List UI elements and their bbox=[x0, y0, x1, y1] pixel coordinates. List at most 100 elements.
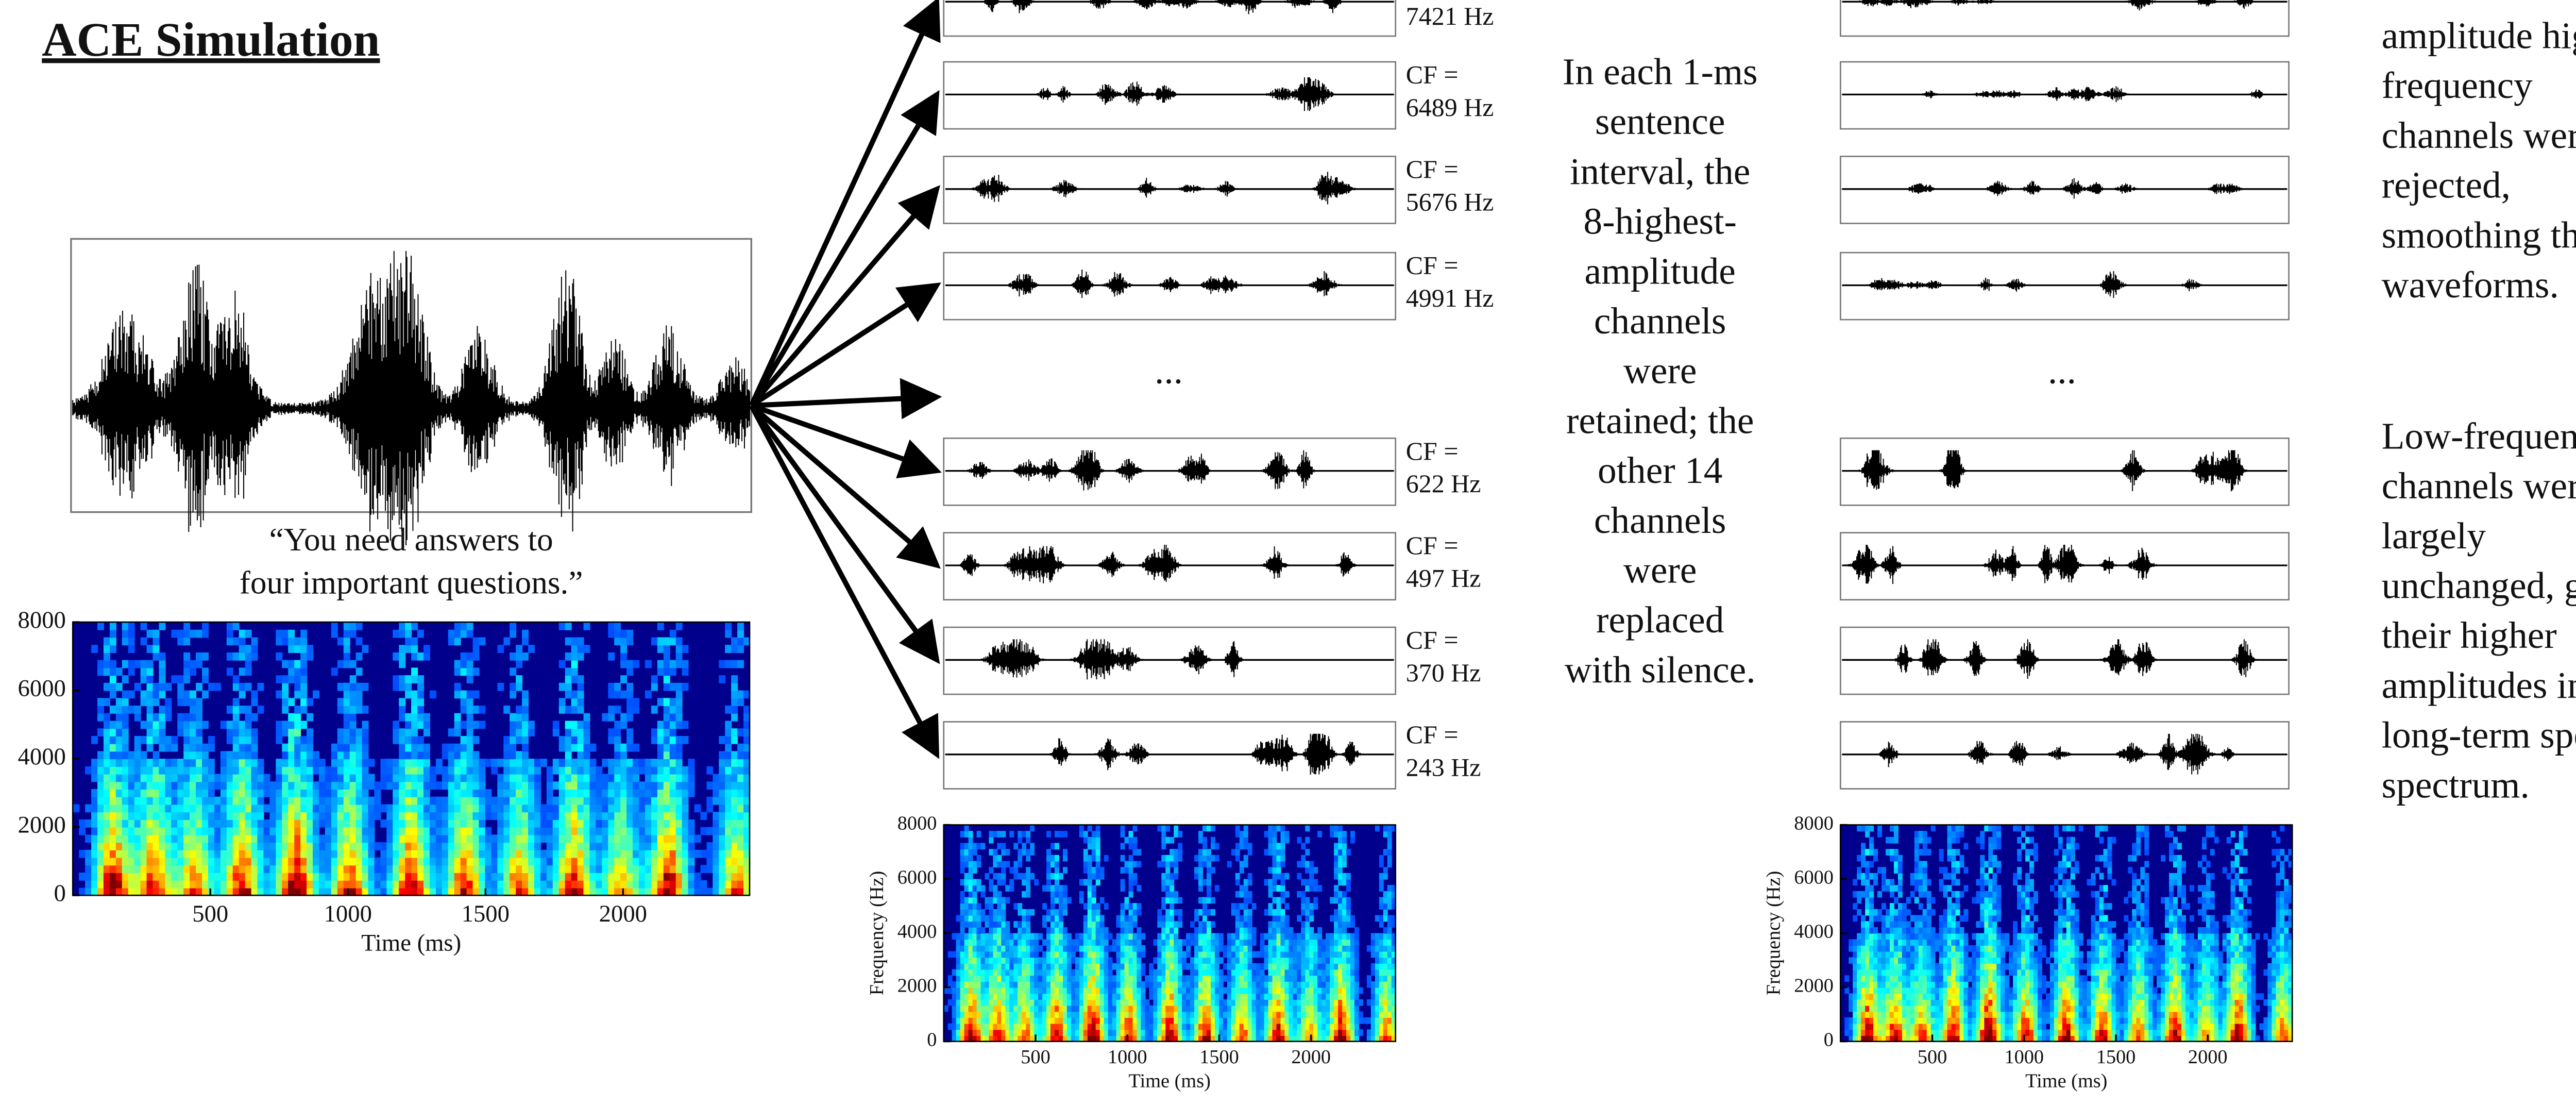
spectrogram-cell bbox=[91, 842, 98, 850]
spectrogram-cell bbox=[725, 834, 732, 843]
spectrogram-cell bbox=[1297, 957, 1301, 964]
spectrogram-cell bbox=[682, 774, 689, 782]
spectrogram-cell bbox=[393, 873, 399, 881]
spectrogram-cell bbox=[700, 827, 707, 835]
spectrogram-cell bbox=[985, 1029, 989, 1036]
spectrogram-cell bbox=[1129, 993, 1133, 1000]
spectrogram-cell bbox=[386, 781, 393, 790]
spectrogram-cell bbox=[362, 888, 369, 896]
spectrogram-cell bbox=[1305, 1011, 1310, 1018]
spectrogram-cell bbox=[405, 691, 412, 699]
spectrogram-cell bbox=[1174, 987, 1178, 994]
spectrogram-cell bbox=[584, 759, 590, 767]
spectrogram-cell bbox=[1260, 969, 1265, 976]
spectrogram-cell bbox=[1092, 969, 1096, 976]
spectrogram-cell bbox=[497, 683, 504, 691]
spectrogram-cell bbox=[578, 827, 584, 835]
spectrogram-cell bbox=[1293, 945, 1297, 952]
spectrogram-cell bbox=[1334, 849, 1338, 856]
spectrogram-cell bbox=[239, 804, 246, 812]
spectrogram-cell bbox=[977, 987, 981, 994]
spectrogram-cell bbox=[227, 850, 233, 858]
spectrogram-cell bbox=[1100, 1006, 1105, 1012]
spectrogram-cell bbox=[1018, 927, 1022, 934]
spectrogram-cell bbox=[989, 1017, 993, 1024]
spectrogram-cell bbox=[300, 880, 307, 889]
spectrogram-cell bbox=[190, 721, 196, 729]
spectrogram-cell bbox=[467, 713, 473, 722]
spectrogram-cell bbox=[1092, 855, 1096, 862]
spectrogram-cell bbox=[233, 698, 240, 706]
spectrogram-cell bbox=[405, 675, 412, 683]
spectrogram-cell bbox=[190, 804, 196, 812]
spectrogram-cell bbox=[1248, 873, 1252, 880]
spectrogram-cell bbox=[956, 987, 961, 994]
spectrogram-cell bbox=[1009, 867, 1014, 874]
spectrogram-cell bbox=[700, 880, 707, 889]
spectrogram-cell bbox=[1161, 945, 1166, 952]
spectrogram-cell bbox=[362, 819, 369, 828]
spectrogram-cell bbox=[1100, 867, 1105, 874]
spectrogram-cell bbox=[1009, 969, 1014, 976]
spectrogram-cell bbox=[1276, 957, 1281, 964]
spectrogram-cell bbox=[670, 819, 676, 828]
spectrogram-cell bbox=[350, 713, 357, 722]
spectrogram-cell bbox=[578, 858, 584, 866]
spectrogram-cell bbox=[682, 721, 689, 729]
spectrogram-cell bbox=[578, 721, 584, 729]
spectrogram-cell bbox=[227, 873, 233, 881]
spectrogram-cell bbox=[547, 781, 553, 790]
spectrogram-cell bbox=[251, 797, 258, 805]
spectrogram-cell bbox=[657, 865, 664, 873]
spectrogram-cell bbox=[104, 873, 110, 881]
spectrogram-cell bbox=[1079, 831, 1084, 838]
spectrogram-cell bbox=[1198, 999, 1203, 1006]
spectrogram-cell bbox=[1157, 1024, 1162, 1030]
spectrogram-cell bbox=[350, 721, 357, 729]
spectrogram-cell bbox=[1256, 1024, 1261, 1030]
spectrogram-cell bbox=[719, 888, 725, 896]
spectrogram-cell bbox=[1280, 981, 1285, 988]
spectrogram-cell bbox=[1125, 837, 1129, 844]
spectrogram-cell bbox=[1100, 993, 1105, 1000]
spectrogram-cell bbox=[1046, 963, 1051, 970]
spectrogram-cell bbox=[985, 999, 989, 1006]
spectrogram-cell bbox=[344, 645, 350, 653]
spectrogram-cell bbox=[651, 858, 658, 866]
spectrogram-cell bbox=[1301, 975, 1306, 982]
spectrogram-cell bbox=[731, 645, 738, 653]
spectrogram-cell bbox=[368, 819, 375, 828]
spectrogram-cell bbox=[1276, 903, 1281, 910]
spectrogram-cell bbox=[159, 812, 165, 820]
spectrogram-cell bbox=[362, 706, 369, 714]
spectrogram-cell bbox=[473, 736, 480, 744]
spectrogram-cell bbox=[1235, 909, 1240, 916]
spectrogram-cell bbox=[1149, 975, 1154, 982]
spectrogram-cell bbox=[1194, 999, 1199, 1006]
spectrogram-cell bbox=[973, 903, 977, 910]
spectrogram-cell bbox=[960, 999, 965, 1006]
spectrogram-cell bbox=[589, 812, 596, 820]
spectrogram-cell bbox=[1174, 1006, 1178, 1012]
spectrogram-cell bbox=[331, 622, 338, 630]
spectrogram-cell bbox=[1293, 1006, 1297, 1012]
spectrogram-cell bbox=[147, 789, 154, 797]
spectrogram-cell bbox=[989, 1011, 993, 1018]
spectrogram-cell bbox=[1293, 993, 1297, 1000]
spectrogram-cell bbox=[1178, 1011, 1182, 1018]
spectrogram-cell bbox=[1280, 885, 1285, 892]
spectrogram-cell bbox=[651, 880, 658, 889]
spectrogram-cell bbox=[1174, 855, 1178, 862]
spectrogram-cell bbox=[1301, 879, 1306, 886]
spectrogram-cell bbox=[1309, 951, 1314, 958]
spectrogram-cell bbox=[491, 834, 498, 843]
spectrogram-cell bbox=[1227, 933, 1232, 940]
spectrogram-cell bbox=[399, 842, 405, 850]
spectrogram-cell bbox=[997, 909, 1002, 916]
spectrogram-cell bbox=[104, 645, 110, 653]
spectrogram-cell bbox=[1276, 1029, 1281, 1036]
spectrogram-cell bbox=[1096, 921, 1100, 928]
spectrogram-cell bbox=[571, 637, 578, 645]
spectrogram-cell bbox=[682, 804, 689, 812]
spectrogram-cell bbox=[1046, 945, 1051, 952]
